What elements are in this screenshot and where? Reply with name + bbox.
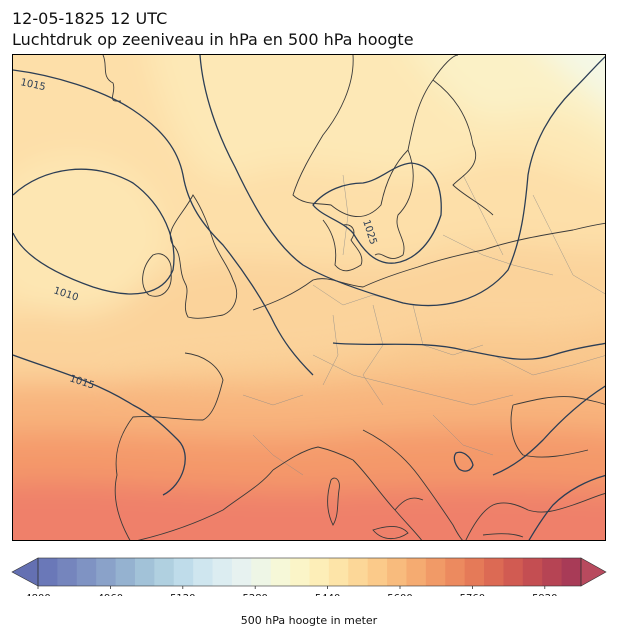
coast-black-sea bbox=[510, 396, 605, 458]
colorbar-segment bbox=[328, 558, 349, 586]
colorbar-segment bbox=[542, 558, 563, 586]
colorbar-segment bbox=[270, 558, 291, 586]
coast-finland bbox=[432, 79, 494, 216]
colorbar-segment bbox=[134, 558, 155, 586]
colorbar-segment bbox=[115, 558, 136, 586]
colorbar-segment bbox=[561, 558, 582, 586]
colorbar-segment bbox=[367, 558, 388, 586]
colorbar-ticks: 4800 4960 5120 5280 5440 5600 5760 5920 bbox=[25, 586, 558, 596]
colorbar-label: 500 hPa hoogte in meter bbox=[240, 614, 378, 627]
map-panel: 1015 1010 1015 1025 bbox=[12, 54, 606, 541]
coast-adriatic-balkans bbox=[362, 429, 463, 540]
colorbar-tick-label: 5760 bbox=[460, 593, 485, 596]
colorbar-segments bbox=[38, 558, 582, 586]
coastlines bbox=[102, 55, 605, 540]
coast-sweden-east bbox=[374, 149, 414, 259]
coast-ireland bbox=[142, 253, 172, 297]
coast-scandinavia bbox=[292, 55, 459, 217]
colorbar-segment bbox=[406, 558, 427, 586]
colorbar-tick-label: 5120 bbox=[170, 593, 195, 596]
colorbar-segment bbox=[173, 558, 194, 586]
colorbar-extend-high bbox=[580, 557, 607, 587]
map-title: Luchtdruk op zeeniveau in hPa en 500 hPa… bbox=[12, 30, 414, 49]
isobar-label-nw: 1015 bbox=[19, 77, 46, 93]
colorbar-segment bbox=[290, 558, 310, 586]
colorbar-segment bbox=[445, 558, 466, 586]
colorbar-segment bbox=[76, 558, 97, 586]
isobar-1010-low bbox=[13, 168, 175, 295]
isobar-1015-north bbox=[13, 69, 314, 376]
colorbar-segment bbox=[387, 558, 407, 586]
colorbar-tick-label: 5600 bbox=[387, 593, 412, 596]
colorbar-segment bbox=[154, 558, 175, 586]
isobar-1015-east bbox=[492, 385, 605, 476]
colorbar-segment bbox=[193, 558, 214, 586]
colorbar-outline bbox=[37, 557, 582, 587]
isobar-1015-south-sub bbox=[332, 342, 605, 360]
coast-crete bbox=[482, 533, 524, 538]
map-canvas: 1015 1010 1015 1025 bbox=[13, 55, 605, 540]
colorbar-segment bbox=[522, 558, 543, 586]
coast-denmark bbox=[322, 219, 363, 272]
isobar-1010-east bbox=[528, 474, 605, 540]
colorbar-segment bbox=[212, 558, 233, 586]
colorbar-segment bbox=[231, 558, 252, 586]
coast-continent-north bbox=[252, 222, 605, 311]
coast-iberia-south bbox=[137, 469, 274, 540]
coast-biscay-iberia bbox=[114, 352, 224, 540]
colorbar-extend-low bbox=[11, 557, 39, 587]
coast-sicily bbox=[372, 526, 409, 540]
colorbar-segment bbox=[309, 558, 330, 586]
colorbar-tick-label: 5440 bbox=[315, 593, 340, 596]
colorbar-tick-label: 4960 bbox=[98, 593, 123, 596]
isobar-1020 bbox=[199, 55, 605, 307]
colorbar-segment bbox=[96, 558, 117, 586]
isobars bbox=[13, 55, 605, 540]
coast-iceland-norway bbox=[102, 55, 122, 102]
colorbar-segment bbox=[57, 558, 78, 586]
colorbar-segment bbox=[503, 558, 524, 586]
isobar-1015-south bbox=[13, 354, 186, 496]
height-fill bbox=[13, 55, 605, 540]
coast-italy bbox=[352, 459, 424, 540]
colorbar-segment bbox=[464, 558, 485, 586]
isobar-balkan-low bbox=[453, 451, 474, 472]
coast-greece-turkey bbox=[465, 493, 605, 540]
colorbar-segment bbox=[348, 558, 369, 586]
colorbar-segment bbox=[251, 558, 272, 586]
map-title-date: 12-05-1825 12 UTC bbox=[12, 9, 168, 28]
coast-corsica-sardinia bbox=[327, 477, 340, 526]
colorbar-tick-label: 4800 bbox=[25, 593, 50, 596]
colorbar: 4800 4960 5120 5280 5440 5600 5760 5920 bbox=[11, 557, 607, 596]
colorbar-segment bbox=[38, 558, 58, 586]
coast-france-med bbox=[272, 446, 354, 471]
colorbar-segment bbox=[425, 558, 446, 586]
colorbar-segment bbox=[484, 558, 504, 586]
colorbar-tick-label: 5920 bbox=[532, 593, 557, 596]
colorbar-tick-label: 5280 bbox=[242, 593, 267, 596]
isobar-1025 bbox=[312, 162, 442, 264]
